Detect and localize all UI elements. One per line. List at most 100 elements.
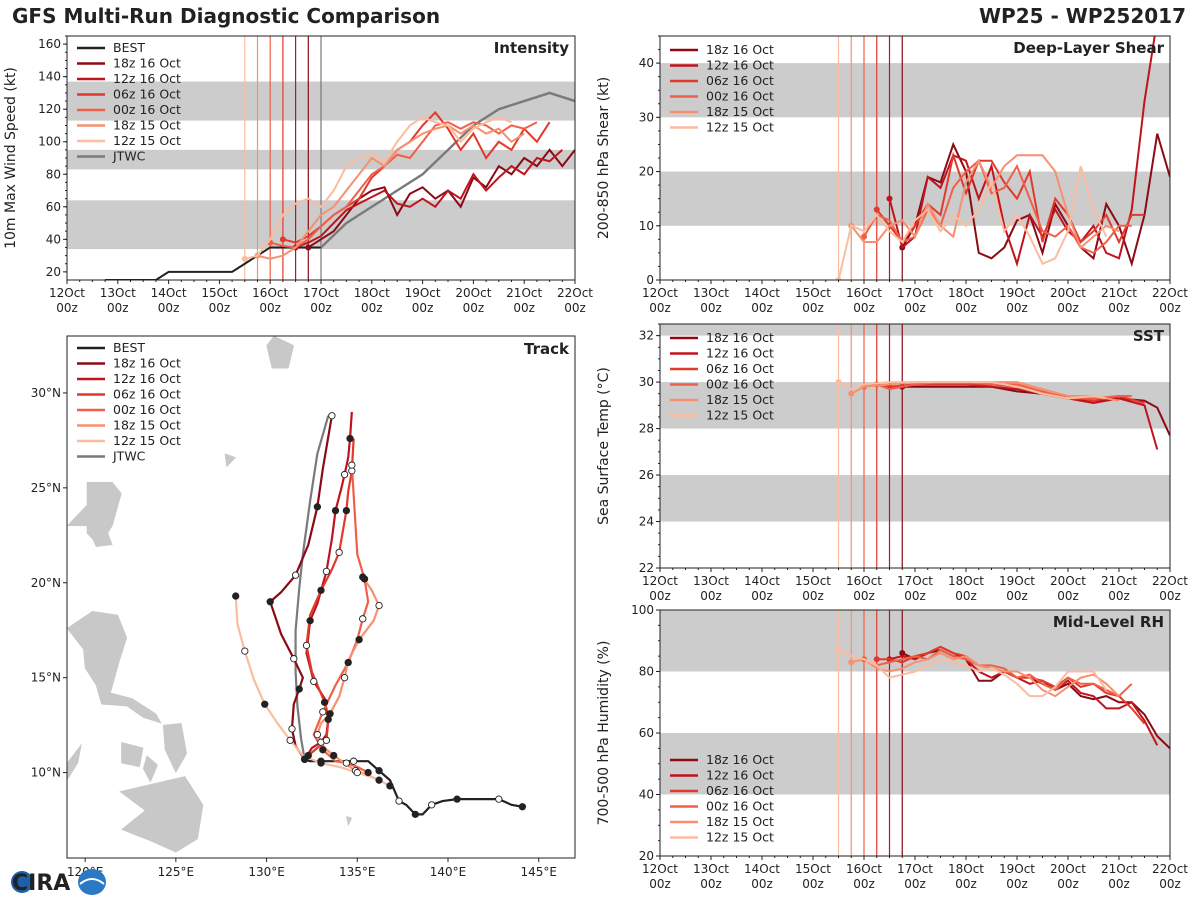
legend-label-18z-16-oct: 18z 16 Oct [706,752,774,767]
x-tick-label: 18Oct [948,862,984,876]
tracks-group [232,411,527,818]
y-tick-label: 10°N [31,766,61,780]
y-tick-label: 100 [631,603,654,617]
landmass [162,722,188,774]
x-tick-hour: 00z [564,301,586,315]
panel-title: Track [524,340,570,358]
y-tick-label: 10 [639,219,654,233]
legend-label-best: BEST [113,340,145,355]
y-tick-label: 60 [639,726,654,740]
x-tick-label: 12Oct [49,286,85,300]
y-tick-label: 40 [639,56,654,70]
x-tick-label: 13Oct [693,286,729,300]
x-tick-label: 16Oct [846,286,882,300]
x-tick-label: 22Oct [1152,286,1188,300]
x-tick-label: 21Oct [1101,862,1137,876]
x-tick-label: 19Oct [999,862,1035,876]
series-start-marker [835,646,842,653]
y-tick-label: 60 [46,200,61,214]
x-tick-hour: 00z [700,877,722,891]
x-tick-hour: 00z [700,589,722,603]
x-tick-hour: 00z [649,301,671,315]
x-tick-label: 22Oct [557,286,593,300]
landmass [121,741,144,768]
series-start-marker [848,659,855,666]
x-tick-hour: 00z [751,301,773,315]
track-point [453,795,461,803]
series-start-marker [305,244,312,251]
y-tick-label: 24 [639,515,654,529]
x-tick-hour: 00z [904,877,926,891]
track-point [266,598,274,606]
track-point [320,698,329,706]
shade-band [660,382,1170,429]
x-tick-label: 14Oct [744,862,780,876]
panel-intensity: 2040608010012014016012Oct00z13Oct00z14Oc… [3,35,593,315]
x-tick-label: 20Oct [1050,862,1086,876]
x-tick-label: 145°E [520,865,557,879]
legend-label-06z-16-oct: 06z 16 Oct [706,361,774,376]
y-tick-label: 22 [639,561,654,575]
legend-label-12z-16-oct: 12z 16 Oct [113,371,181,386]
landmass [119,776,204,853]
x-tick-hour: 00z [1057,589,1079,603]
x-tick-hour: 00z [1108,877,1130,891]
x-tick-label: 14Oct [744,286,780,300]
series-start-marker [835,277,842,280]
track-point [328,412,336,420]
track-point [302,641,311,650]
track-point [428,801,436,809]
track-point [495,795,503,803]
track-06z-16-oct [305,438,355,757]
panel-shear: 01020304012Oct00z13Oct00z14Oct00z15Oct00… [596,35,1188,315]
y-tick-label: 160 [38,37,61,51]
series-12z-16-oct [888,36,1156,268]
series-start-marker [279,236,286,243]
series-start-marker [873,206,880,213]
track-point [319,746,327,754]
x-tick-label: 22Oct [1152,574,1188,588]
track-point [348,461,356,469]
series-18z-16-oct [901,133,1170,268]
land-group [67,336,353,853]
y-tick-label: 140 [38,70,61,84]
legend-label-06z-16-oct: 06z 16 Oct [706,783,774,798]
series-00z-16-oct [863,159,1132,255]
track-point [342,759,351,767]
panel-title: Deep-Layer Shear [1013,39,1164,57]
x-tick-label: 15Oct [201,286,237,300]
series-06z-16-oct [876,645,1146,725]
y-tick-label: 30°N [31,386,61,400]
track-point [313,503,322,511]
y-tick-label: 20 [46,265,61,279]
track-point [288,725,296,733]
track-point [359,615,367,623]
track-point [317,759,325,767]
series-18z-15-oct [851,651,1120,698]
series-12z-16-oct [295,149,563,249]
legend-label-00z-16-oct: 00z 16 Oct [113,102,181,117]
y-tick-label: 40 [46,232,61,246]
x-tick-label: 15Oct [795,574,831,588]
legend-label-00z-16-oct: 00z 16 Oct [706,89,774,104]
x-tick-label: 15Oct [795,286,831,300]
x-tick-hour: 00z [1057,877,1079,891]
x-tick-label: 13Oct [693,574,729,588]
x-tick-label: 135°E [339,865,376,879]
legend-label-06z-16-oct: 06z 16 Oct [113,387,181,402]
panel-sst: 22242628303212Oct00z13Oct00z14Oct00z15Oc… [596,323,1188,603]
x-tick-hour: 00z [1108,301,1130,315]
series-start-marker [861,233,867,240]
track-point [364,768,372,777]
y-tick-label: 28 [639,422,654,436]
legend-label-jtwc: JTWC [112,449,146,464]
legend-label-06z-16-oct: 06z 16 Oct [113,87,181,102]
legend-label-18z-15-oct: 18z 15 Oct [113,118,181,133]
y-tick-label: 20°N [31,576,61,590]
y-tick-label: 80 [46,167,61,181]
x-tick-hour: 00z [955,589,977,603]
series-group [835,645,1170,750]
series-18z-15-oct [850,154,1120,250]
track-point [313,730,322,739]
